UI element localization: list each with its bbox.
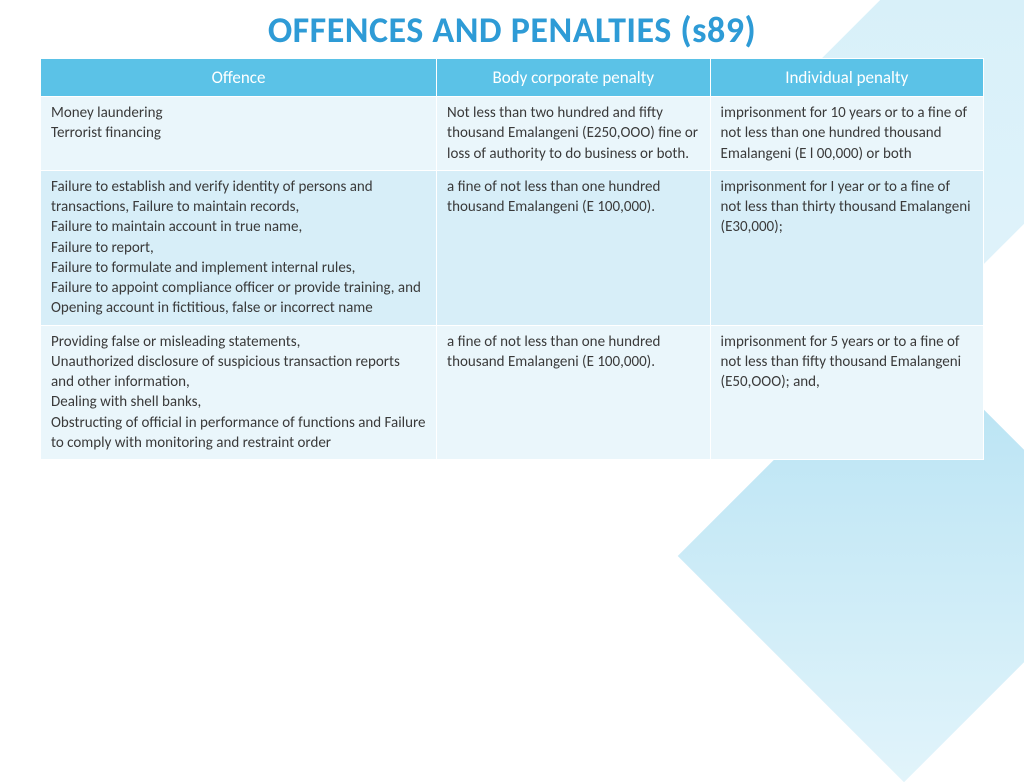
table-row: Providing false or misleading statements… (41, 325, 984, 460)
slide-content: OFFENCES AND PENALTIES (s89) Offence Bod… (0, 0, 1024, 480)
column-header-individual-penalty: Individual penalty (710, 59, 983, 97)
cell-offence: Providing false or misleading statements… (41, 325, 437, 460)
table-row: Money launderingTerrorist financing Not … (41, 97, 984, 171)
penalties-table: Offence Body corporate penalty Individua… (40, 58, 984, 460)
table-header-row: Offence Body corporate penalty Individua… (41, 59, 984, 97)
column-header-body-penalty: Body corporate penalty (437, 59, 710, 97)
cell-body-penalty: a fine of not less than one hundred thou… (437, 325, 710, 460)
table-row: Failure to establish and verify identity… (41, 170, 984, 325)
cell-offence: Failure to establish and verify identity… (41, 170, 437, 325)
page-title: OFFENCES AND PENALTIES (s89) (40, 8, 984, 52)
cell-offence: Money launderingTerrorist financing (41, 97, 437, 171)
cell-body-penalty: Not less than two hundred and fifty thou… (437, 97, 710, 171)
cell-individual-penalty: imprisonment for 5 years or to a fine of… (710, 325, 983, 460)
cell-body-penalty: a fine of not less than one hundred thou… (437, 170, 710, 325)
cell-individual-penalty: imprisonment for I year or to a fine of … (710, 170, 983, 325)
column-header-offence: Offence (41, 59, 437, 97)
cell-individual-penalty: imprisonment for 10 years or to a fine o… (710, 97, 983, 171)
